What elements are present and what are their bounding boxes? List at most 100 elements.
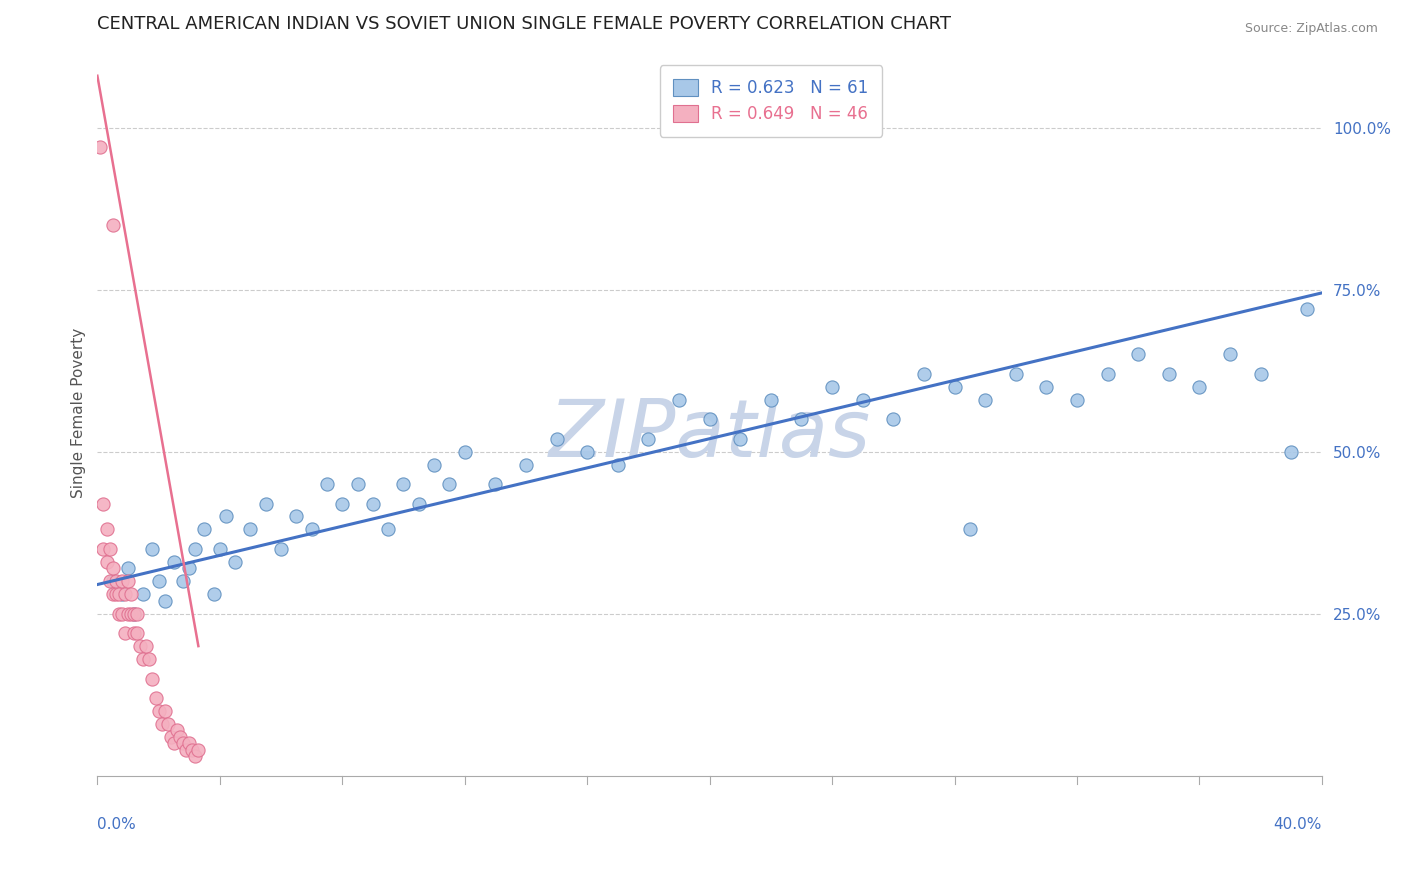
Point — [153, 593, 176, 607]
Point — [1004, 367, 1026, 381]
Point — [215, 509, 238, 524]
Point — [120, 587, 142, 601]
Point — [107, 607, 129, 621]
Point — [96, 555, 118, 569]
Point — [122, 607, 145, 621]
Point — [1295, 302, 1317, 317]
Point — [202, 587, 225, 601]
Point — [423, 458, 446, 472]
Point — [122, 607, 145, 621]
Point — [120, 607, 142, 621]
Point — [187, 743, 209, 757]
Point — [150, 717, 173, 731]
Point — [169, 730, 191, 744]
Point — [361, 496, 384, 510]
Point — [156, 717, 179, 731]
Point — [790, 412, 813, 426]
Point — [179, 736, 201, 750]
Point — [104, 574, 127, 589]
Point — [285, 509, 308, 524]
Point — [301, 523, 323, 537]
Point — [821, 380, 844, 394]
Point — [912, 367, 935, 381]
Point — [135, 639, 157, 653]
Point — [117, 574, 139, 589]
Point — [138, 652, 160, 666]
Point — [107, 587, 129, 601]
Point — [111, 607, 134, 621]
Point — [101, 574, 124, 589]
Text: Source: ZipAtlas.com: Source: ZipAtlas.com — [1244, 22, 1378, 36]
Point — [132, 587, 155, 601]
Point — [943, 380, 966, 394]
Point — [484, 477, 506, 491]
Point — [132, 652, 155, 666]
Point — [111, 587, 134, 601]
Point — [1035, 380, 1057, 394]
Point — [1066, 392, 1088, 407]
Point — [127, 607, 149, 621]
Point — [172, 574, 194, 589]
Point — [181, 743, 204, 757]
Point — [576, 444, 599, 458]
Point — [153, 704, 176, 718]
Point — [129, 639, 152, 653]
Text: CENTRAL AMERICAN INDIAN VS SOVIET UNION SINGLE FEMALE POVERTY CORRELATION CHART: CENTRAL AMERICAN INDIAN VS SOVIET UNION … — [97, 15, 952, 33]
Point — [179, 561, 201, 575]
Point — [959, 523, 981, 537]
Point — [163, 555, 186, 569]
Point — [93, 541, 115, 556]
Point — [1157, 367, 1180, 381]
Text: ZIPatlas: ZIPatlas — [548, 395, 870, 474]
Point — [239, 523, 262, 537]
Point — [159, 730, 181, 744]
Point — [148, 704, 170, 718]
Point — [1279, 444, 1302, 458]
Point — [1250, 367, 1272, 381]
Point — [101, 218, 124, 232]
Point — [141, 672, 163, 686]
Point — [141, 541, 163, 556]
Text: 0.0%: 0.0% — [97, 817, 136, 832]
Point — [346, 477, 368, 491]
Point — [89, 140, 111, 154]
Point — [184, 749, 207, 764]
Point — [184, 541, 207, 556]
Point — [1097, 367, 1119, 381]
Point — [882, 412, 904, 426]
Point — [852, 392, 875, 407]
Point — [454, 444, 477, 458]
Point — [148, 574, 170, 589]
Point — [546, 432, 568, 446]
Point — [101, 587, 124, 601]
Point — [117, 607, 139, 621]
Point — [114, 626, 136, 640]
Point — [98, 541, 121, 556]
Point — [93, 496, 115, 510]
Point — [208, 541, 231, 556]
Point — [316, 477, 339, 491]
Point — [111, 574, 134, 589]
Point — [117, 561, 139, 575]
Text: 40.0%: 40.0% — [1274, 817, 1322, 832]
Point — [1128, 347, 1150, 361]
Point — [330, 496, 353, 510]
Point — [515, 458, 537, 472]
Point — [254, 496, 277, 510]
Point — [193, 523, 215, 537]
Point — [104, 587, 127, 601]
Y-axis label: Single Female Poverty: Single Female Poverty — [72, 327, 86, 498]
Point — [606, 458, 628, 472]
Point — [759, 392, 782, 407]
Point — [637, 432, 659, 446]
Point — [101, 561, 124, 575]
Point — [270, 541, 292, 556]
Point — [699, 412, 721, 426]
Point — [127, 626, 149, 640]
Point — [172, 736, 194, 750]
Point — [145, 690, 167, 705]
Point — [163, 736, 186, 750]
Point — [728, 432, 751, 446]
Point — [114, 587, 136, 601]
Point — [224, 555, 246, 569]
